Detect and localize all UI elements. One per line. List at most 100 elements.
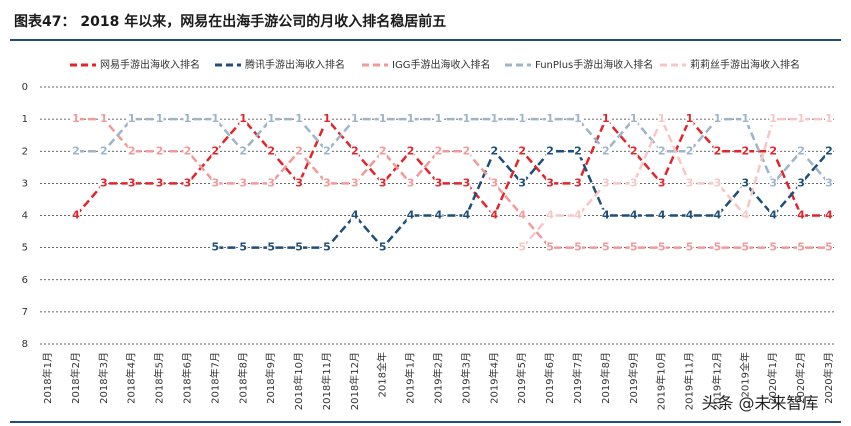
label-bg bbox=[769, 177, 778, 190]
label-bg bbox=[183, 113, 192, 126]
data-label: 2 bbox=[72, 144, 80, 157]
legend-label: IGG手游出海收入排名 bbox=[392, 58, 490, 71]
data-label: 2 bbox=[184, 144, 192, 157]
data-label: 5 bbox=[212, 241, 220, 254]
label-bg bbox=[239, 177, 248, 190]
label-bg bbox=[322, 241, 331, 254]
label-bg bbox=[573, 241, 582, 254]
label-bg bbox=[629, 241, 638, 254]
data-label: 4 bbox=[658, 209, 666, 222]
legend-label: 网易手游出海收入排名 bbox=[100, 58, 200, 71]
series-line bbox=[215, 148, 830, 250]
label-bg bbox=[490, 177, 499, 190]
label-bg bbox=[685, 209, 694, 222]
x-tick-label: 2018年6月 bbox=[180, 352, 193, 404]
label-bg bbox=[657, 241, 666, 254]
label-bg bbox=[406, 209, 415, 222]
data-label: 4 bbox=[463, 209, 471, 222]
x-tick-label: 2019年7月 bbox=[571, 352, 584, 404]
label-bg bbox=[434, 113, 443, 126]
x-tick-label: 2018年12月 bbox=[348, 352, 361, 410]
series-line bbox=[521, 115, 829, 249]
label-bg bbox=[825, 177, 833, 190]
data-label: 1 bbox=[435, 112, 443, 125]
x-tick-label: 2019年12月 bbox=[710, 352, 723, 410]
data-label: 2 bbox=[546, 144, 554, 157]
label-bg bbox=[601, 145, 610, 158]
x-tick-label: 2019年3月 bbox=[459, 352, 472, 404]
label-bg bbox=[573, 177, 582, 190]
label-bg bbox=[518, 145, 527, 158]
data-label: 2 bbox=[323, 144, 331, 157]
data-label: 2 bbox=[630, 144, 638, 157]
label-bg bbox=[601, 177, 610, 190]
x-tick-label: 2019年1月 bbox=[404, 352, 417, 404]
label-bg bbox=[741, 241, 750, 254]
label-bg bbox=[629, 145, 638, 158]
label-bg bbox=[825, 113, 833, 126]
label-bg bbox=[546, 145, 555, 158]
data-label: 4 bbox=[351, 209, 359, 222]
data-label: 3 bbox=[463, 176, 471, 189]
x-tick-label: 2018年1月 bbox=[41, 352, 54, 404]
y-tick-label: 0 bbox=[22, 82, 28, 93]
x-tick-label: 2018年10月 bbox=[292, 352, 305, 410]
series-line bbox=[74, 116, 829, 218]
x-tick-label: 2018全年 bbox=[376, 352, 389, 397]
data-label: 5 bbox=[267, 241, 275, 254]
data-label: 1 bbox=[100, 112, 108, 125]
y-tick-label: 8 bbox=[22, 339, 28, 350]
data-label: 3 bbox=[546, 176, 554, 189]
data-label: 5 bbox=[769, 241, 777, 254]
label-bg bbox=[350, 145, 359, 158]
x-tick-label: 2019年10月 bbox=[655, 352, 668, 410]
label-bg bbox=[713, 177, 722, 190]
data-label: 4 bbox=[574, 209, 582, 222]
data-label: 3 bbox=[323, 176, 331, 189]
x-tick-label: 2019年2月 bbox=[432, 352, 445, 404]
label-bg bbox=[797, 145, 806, 158]
label-bg bbox=[797, 113, 806, 126]
label-bg bbox=[267, 241, 276, 254]
data-label: 2 bbox=[351, 144, 359, 157]
data-label: 3 bbox=[714, 176, 722, 189]
label-bg bbox=[378, 241, 387, 254]
data-label: 2 bbox=[769, 144, 777, 157]
data-label: 3 bbox=[100, 176, 108, 189]
x-tick-label: 2018年5月 bbox=[153, 352, 166, 404]
label-bg bbox=[239, 113, 248, 126]
data-label: 1 bbox=[351, 112, 359, 125]
label-bg bbox=[127, 177, 136, 190]
y-tick-label: 1 bbox=[22, 114, 28, 125]
label-bg bbox=[546, 113, 555, 126]
data-label: 3 bbox=[602, 176, 610, 189]
data-label: 3 bbox=[351, 176, 359, 189]
data-label: 3 bbox=[128, 176, 136, 189]
data-label: 1 bbox=[212, 112, 220, 125]
data-label: 2 bbox=[267, 144, 275, 157]
label-bg bbox=[546, 241, 555, 254]
x-tick-label: 2018年3月 bbox=[97, 352, 110, 404]
label-bg bbox=[490, 209, 499, 222]
data-label: 5 bbox=[741, 241, 749, 254]
chart-title: 图表47： 2018 年以来，网易在出海手游公司的月收入排名稳居前五 bbox=[14, 13, 446, 30]
label-bg bbox=[211, 145, 220, 158]
label-bg bbox=[657, 145, 666, 158]
data-label: 1 bbox=[825, 112, 833, 125]
data-label: 2 bbox=[463, 144, 471, 157]
data-label: 5 bbox=[239, 241, 247, 254]
label-bg bbox=[322, 145, 331, 158]
data-label: 3 bbox=[184, 176, 192, 189]
data-label: 1 bbox=[741, 112, 749, 125]
data-label: 2 bbox=[797, 144, 805, 157]
label-bg bbox=[183, 145, 192, 158]
label-bg bbox=[769, 113, 778, 126]
label-bg bbox=[601, 209, 610, 222]
label-bg bbox=[406, 113, 415, 126]
x-tick-label: 2018年11月 bbox=[320, 352, 333, 410]
x-tick-label: 2019年9月 bbox=[627, 352, 640, 404]
x-tick-label: 2018年7月 bbox=[208, 352, 221, 404]
x-tick-label: 2019年6月 bbox=[543, 352, 556, 404]
data-label: 1 bbox=[379, 112, 387, 125]
label-bg bbox=[573, 145, 582, 158]
